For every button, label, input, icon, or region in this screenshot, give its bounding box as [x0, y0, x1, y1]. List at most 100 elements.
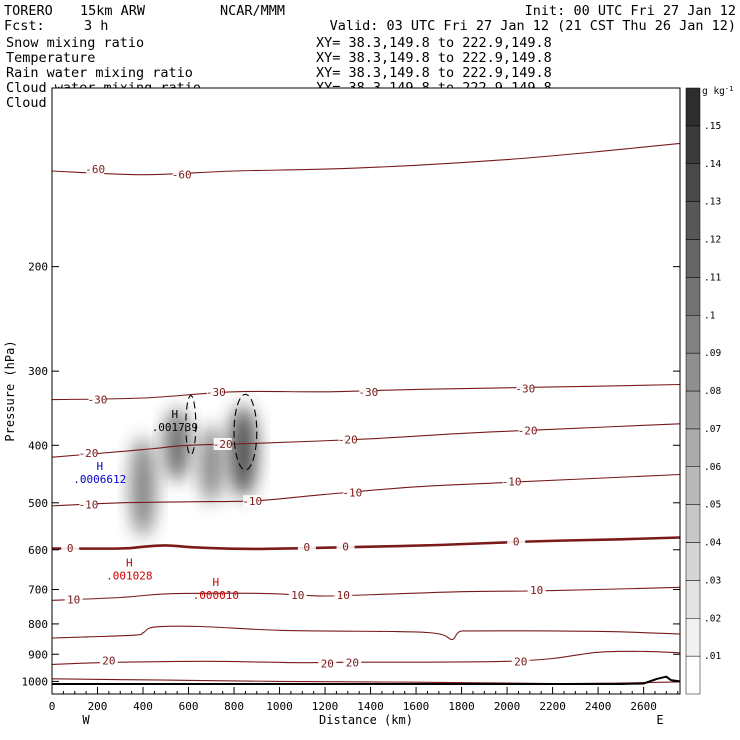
snow-blob — [229, 405, 257, 498]
isotherm-label: -10 — [502, 475, 522, 488]
y-tick-label: 400 — [28, 439, 48, 452]
organization: NCAR/MMM — [220, 3, 285, 19]
isotherm-label-bg — [343, 486, 362, 499]
isotherm-line — [52, 536, 680, 551]
plot-frame — [51, 87, 681, 695]
ice-contour — [233, 393, 258, 471]
snow-blob — [199, 425, 223, 503]
x-tick-label: 400 — [133, 700, 153, 713]
colorbar-label: .1 — [704, 310, 716, 321]
y-tick-label: 500 — [28, 497, 48, 510]
colorbar-label: .08 — [704, 386, 721, 397]
colorbar-label: .02 — [704, 613, 721, 624]
x-end-label-left: W — [82, 713, 90, 727]
x-tick-label: 800 — [224, 700, 244, 713]
max-marker-value: .001739 — [152, 421, 198, 434]
snow-blob — [130, 437, 156, 537]
colorbar-box — [685, 125, 701, 164]
isotherm-label-bg — [79, 498, 98, 511]
plot-area: -60 -60 -30 -30 -30 -30 -20 -20 -20 -20 -10 -10 -10 -… — [22, 87, 681, 713]
field-xy-1: XY= 38.3,149.8 to 222.9,149.8 — [316, 50, 552, 66]
colorbar-box — [685, 352, 701, 392]
isotherm-label-bg — [318, 657, 337, 670]
fcst-label: Fcst: — [4, 18, 45, 34]
x-axis: 0 200 400 600 800 1000 1200 1400 1600 1800 2000 220… — [49, 687, 679, 713]
max-marker-value: .000010 — [193, 589, 239, 602]
x-tick-label: 1000 — [266, 700, 293, 713]
valid-time: Valid: 03 UTC Fri 27 Jan 12 (21 CST Thu … — [330, 18, 736, 34]
max-marker-H: H — [126, 556, 133, 569]
colorbar-label: .07 — [704, 424, 721, 435]
isotherm-label: 10 — [67, 594, 80, 607]
isotherm-label: -30 — [515, 383, 535, 396]
isotherm-label: 0 — [67, 542, 74, 555]
isotherm-label: -10 — [342, 486, 362, 499]
isotherm-label: 20 — [102, 654, 115, 667]
terrain-path — [52, 675, 680, 685]
isotherm-label: -20 — [338, 433, 358, 446]
max-marker-H: H — [96, 460, 103, 473]
colorbar-label: .04 — [704, 538, 721, 549]
colorbar-label: .11 — [704, 272, 721, 283]
colorbar-box — [685, 315, 701, 354]
x-tick-label: 2600 — [630, 700, 657, 713]
snow-blob — [164, 409, 190, 482]
colorbar-label: .12 — [704, 235, 721, 246]
isotherm-line — [52, 625, 680, 641]
isotherm-label: 20 — [514, 656, 527, 669]
colorbar-box — [685, 390, 701, 430]
isotherm-label-bg — [172, 168, 191, 181]
colorbar-box — [685, 428, 701, 467]
x-tick-label: 600 — [179, 700, 199, 713]
x-tick-label: 200 — [88, 700, 108, 713]
isotherm-label: -20 — [213, 438, 233, 451]
colorbar-box — [685, 504, 701, 543]
colorbar-label: .06 — [704, 462, 721, 473]
isotherm-label: -10 — [242, 495, 262, 508]
snow-shading — [130, 405, 257, 537]
isotherm-label-bg — [516, 382, 535, 395]
isotherm-label: -10 — [78, 498, 98, 511]
isotherm-label-bg — [507, 535, 526, 548]
field-name-1: Temperature — [6, 50, 95, 66]
max-marker-value: .001028 — [106, 569, 152, 582]
terrain-line — [52, 675, 680, 685]
isotherm-label-bg — [213, 437, 232, 450]
isotherm-line — [52, 650, 680, 665]
max-marker-value: .0006612 — [73, 473, 126, 486]
x-tick-label: 2200 — [539, 700, 566, 713]
colorbar-box — [685, 277, 701, 316]
isotherm-label: 0 — [513, 535, 520, 548]
colorbar-label: .09 — [704, 348, 721, 359]
x-tick-label: 2000 — [494, 700, 521, 713]
isotherm-label: -60 — [172, 169, 192, 182]
fcst-value: 3 h — [84, 18, 108, 34]
isotherm-label-bg — [86, 163, 105, 176]
model-name: TORERO — [4, 3, 53, 19]
colorbar-box — [685, 618, 701, 657]
colorbar-box — [685, 239, 701, 278]
init-time: Init: 00 UTC Fri 27 Jan 12 — [525, 3, 736, 19]
y-tick-label: 700 — [28, 584, 48, 597]
colorbar-box — [685, 580, 701, 619]
y-tick-label: 300 — [28, 365, 48, 378]
isotherm-label-bg — [511, 655, 530, 668]
contour-labels: -60 -60 -30 -30 -30 -30 -20 -20 -20 -20 -10 -10 -10 -… — [61, 163, 546, 670]
colorbar-box — [685, 163, 701, 202]
isotherm-label: -30 — [206, 386, 226, 399]
colorbar-box — [685, 201, 701, 240]
y-axis-label: Pressure (hPa) — [3, 340, 17, 441]
field-xy-2: XY= 38.3,149.8 to 222.9,149.8 — [316, 65, 552, 81]
max-marker-H: H — [172, 408, 179, 421]
y-tick-label: 800 — [28, 618, 48, 631]
x-tick-label: 1600 — [403, 700, 430, 713]
field-name-0: Snow mixing ratio — [6, 35, 144, 51]
isotherm-label-bg — [79, 446, 98, 459]
isotherm-label: -60 — [85, 163, 105, 176]
field-xy-0: XY= 38.3,149.8 to 222.9,149.8 — [316, 35, 552, 51]
isotherm-label: 20 — [346, 657, 359, 670]
isotherm-label-bg — [99, 654, 118, 667]
colorbar-box — [685, 542, 701, 581]
y-tick-label: 600 — [28, 544, 48, 557]
